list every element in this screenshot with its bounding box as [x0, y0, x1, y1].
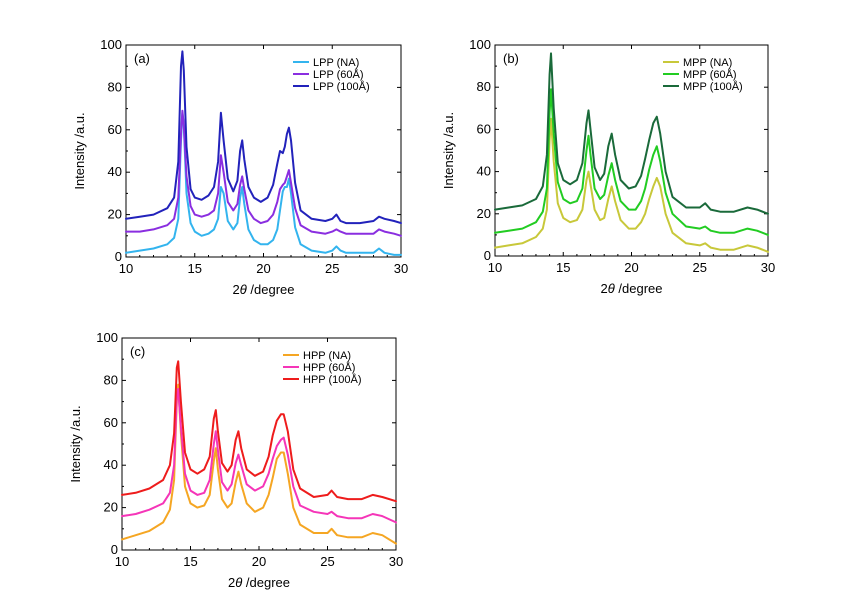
chart-panel-3: 10 15 20 25 30 0 20 40 60 80 100 (c) 2θ /degree Inten…	[68, 330, 403, 590]
y-tick-label: 80	[104, 372, 118, 387]
legend-entry: HPP (60Å)	[303, 361, 355, 374]
series-line-1	[121, 383, 397, 545]
x-tick-label: 25	[693, 260, 707, 275]
x-tick-label: 30	[761, 260, 775, 275]
y-axis-title: Intensity /a.u.	[68, 405, 83, 482]
series-line-3	[494, 52, 769, 215]
y-axis-title: Intensity /a.u.	[441, 112, 456, 189]
series-line-3	[121, 360, 397, 503]
x-axis-title: 2θ /degree	[233, 282, 295, 297]
y-tick-label: 0	[111, 542, 118, 557]
y-tick-label: 20	[104, 500, 118, 515]
y-tick-label: 40	[108, 164, 122, 179]
x-tick-label: 15	[556, 260, 570, 275]
legend-entry: LPP (60Å)	[313, 68, 364, 81]
series-line-3	[125, 50, 402, 225]
x-tick-label: 15	[188, 261, 202, 276]
y-tick-label: 100	[469, 37, 491, 52]
panel-label: (c)	[130, 344, 145, 359]
legend-entry: MPP (100Å)	[683, 80, 743, 93]
chart-panel-1: 10 15 20 25 30 0 20 40 60 80 100 (a) 2θ /degree Inten…	[72, 37, 408, 297]
legend-entry: HPP (NA)	[303, 350, 351, 362]
series-line-2	[125, 109, 402, 237]
y-tick-label: 100	[96, 330, 118, 345]
y-tick-label: 80	[477, 79, 491, 94]
y-tick-label: 100	[100, 37, 122, 52]
x-tick-label: 30	[389, 554, 403, 569]
y-tick-label: 0	[484, 248, 491, 263]
y-tick-label: 60	[104, 415, 118, 430]
x-tick-label: 30	[394, 261, 408, 276]
panel-label: (b)	[503, 51, 519, 66]
x-axis-title: 2θ /degree	[228, 575, 290, 590]
legend-entry: MPP (60Å)	[683, 68, 737, 81]
series-line-1	[494, 117, 769, 253]
y-tick-label: 60	[477, 121, 491, 136]
y-tick-label: 40	[104, 457, 118, 472]
legend-entry: LPP (NA)	[313, 57, 359, 69]
series-line-2	[121, 387, 397, 524]
x-tick-label: 25	[325, 261, 339, 276]
x-tick-label: 20	[624, 260, 638, 275]
panel-label: (a)	[134, 51, 150, 66]
legend-entry: MPP (NA)	[683, 57, 732, 69]
legend: HPP (NA)HPP (60Å)HPP (100Å)	[283, 350, 362, 386]
y-tick-label: 20	[477, 206, 491, 221]
x-axis-title: 2θ /degree	[601, 281, 663, 296]
legend-entry: HPP (100Å)	[303, 373, 362, 386]
y-axis-title: Intensity /a.u.	[72, 112, 87, 189]
x-tick-label: 25	[320, 554, 334, 569]
chart-panel-2: 10 15 20 25 30 0 20 40 60 80 100 (b) 2θ /degree Inten…	[441, 37, 775, 296]
x-tick-label: 20	[252, 554, 266, 569]
x-tick-label: 15	[183, 554, 197, 569]
y-tick-label: 60	[108, 122, 122, 137]
x-tick-label: 10	[115, 554, 129, 569]
y-tick-label: 40	[477, 164, 491, 179]
y-tick-label: 0	[115, 249, 122, 264]
series-line-2	[494, 88, 769, 236]
x-tick-label: 20	[256, 261, 270, 276]
y-tick-label: 20	[108, 207, 122, 222]
x-tick-label: 10	[119, 261, 133, 276]
legend: MPP (NA)MPP (60Å)MPP (100Å)	[663, 57, 743, 93]
legend: LPP (NA)LPP (60Å)LPP (100Å)	[293, 57, 370, 93]
x-tick-label: 10	[488, 260, 502, 275]
legend-entry: LPP (100Å)	[313, 80, 370, 93]
y-tick-label: 80	[108, 79, 122, 94]
